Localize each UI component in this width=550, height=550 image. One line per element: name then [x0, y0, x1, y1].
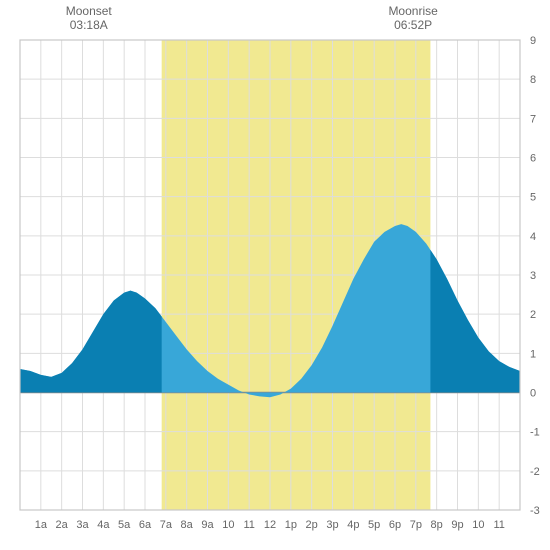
y-tick-label: 9 [530, 35, 536, 47]
y-tick-label: 3 [530, 270, 536, 282]
y-tick-label: 5 [530, 192, 536, 204]
y-tick-label: 0 [530, 388, 536, 400]
y-tick-label: -3 [530, 505, 540, 517]
moonrise-label: Moonrise [383, 4, 443, 18]
moonrise-time: 06:52P [383, 18, 443, 32]
x-tick-label: 8p [431, 519, 443, 531]
y-tick-label: 2 [530, 309, 536, 321]
x-tick-label: 3a [76, 519, 89, 531]
moonset-annotation: Moonset 03:18A [59, 4, 119, 32]
y-tick-label: 8 [530, 74, 536, 86]
x-tick-label: 3p [326, 519, 338, 531]
x-tick-label: 1p [285, 519, 297, 531]
y-tick-label: -2 [530, 466, 540, 478]
x-tick-label: 5p [368, 519, 380, 531]
x-tick-label: 11 [243, 519, 254, 531]
moonset-label: Moonset [59, 4, 119, 18]
y-tick-label: 6 [530, 153, 536, 165]
x-tick-label: 10 [222, 519, 234, 531]
x-tick-label: 4p [347, 519, 359, 531]
moonrise-annotation: Moonrise 06:52P [383, 4, 443, 32]
x-tick-label: 2p [306, 519, 318, 531]
x-tick-label: 1a [35, 519, 48, 531]
y-tick-label: -1 [530, 427, 540, 439]
y-tick-label: 7 [530, 113, 536, 125]
x-tick-label: 9p [451, 519, 463, 531]
x-tick-label: 7a [160, 519, 173, 531]
x-tick-label: 5a [118, 519, 131, 531]
x-tick-label: 7p [410, 519, 422, 531]
moonset-time: 03:18A [59, 18, 119, 32]
x-tick-label: 4a [97, 519, 110, 531]
x-tick-label: 2a [56, 519, 69, 531]
y-tick-label: 4 [530, 231, 536, 243]
x-tick-label: 8a [181, 519, 194, 531]
x-tick-label: 6a [139, 519, 152, 531]
x-tick-label: 10 [472, 519, 484, 531]
x-tick-label: 12 [264, 519, 276, 531]
x-tick-label: 9a [201, 519, 214, 531]
x-tick-label: 6p [389, 519, 401, 531]
x-tick-label: 11 [493, 519, 504, 531]
tide-chart: 1a2a3a4a5a6a7a8a9a1011121p2p3p4p5p6p7p8p… [0, 0, 550, 550]
y-tick-label: 1 [530, 348, 536, 360]
